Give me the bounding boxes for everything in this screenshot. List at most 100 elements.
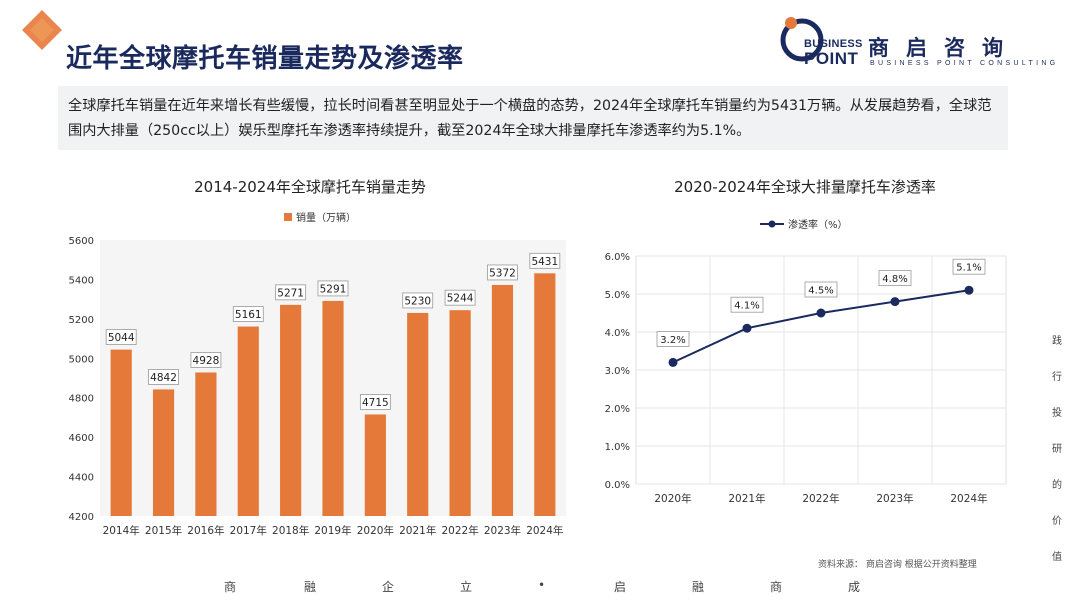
x-tick-label: 2023年 [876, 492, 913, 505]
data-label: 4715 [362, 397, 389, 409]
legend-swatch-icon [284, 212, 292, 221]
x-tick-label: 2018年 [272, 524, 309, 537]
y-tick-label: 4.0% [605, 328, 630, 339]
bar [322, 300, 344, 516]
x-tick-label: 2020年 [654, 492, 691, 505]
x-tick-label: 2021年 [728, 492, 765, 505]
x-tick-label: 2020年 [357, 524, 394, 537]
x-tick-label: 2015年 [145, 524, 182, 537]
data-label-box [730, 296, 764, 313]
logo-text-point: POINT [804, 49, 859, 68]
data-label-box [878, 270, 912, 287]
data-label: 3.2% [660, 335, 685, 346]
data-label-box [952, 258, 986, 275]
data-label: 5230 [404, 295, 431, 307]
side-char: 研 [1052, 444, 1062, 455]
side-char: 值 [1052, 552, 1062, 563]
side-char: 行 [1052, 372, 1062, 383]
side-char: 践 [1052, 336, 1062, 347]
y-tick-label: 3.0% [605, 366, 630, 377]
bar-chart-title: 2014-2024年全球摩托车销量走势 [194, 178, 426, 196]
x-tick-label: 2024年 [950, 492, 987, 505]
logo-mark-icon [780, 17, 824, 62]
y-tick-label: 5000 [69, 354, 94, 365]
data-label: 4.5% [808, 286, 833, 297]
x-tick-label: 2024年 [526, 524, 563, 537]
logo-text-cn: 商启咨询 [868, 36, 1020, 60]
y-tick-label: 5400 [69, 275, 94, 286]
data-label-box [656, 331, 690, 347]
line-legend-label: 渗透率（%） [788, 220, 848, 231]
bar [534, 273, 556, 516]
data-label: 4842 [150, 372, 177, 384]
y-tick-label: 5200 [69, 315, 94, 326]
bar [237, 326, 259, 516]
y-tick-label: 4400 [69, 473, 94, 484]
footer-char: 商 [770, 580, 783, 594]
y-tick-label: 5600 [69, 236, 94, 247]
x-tick-label: 2014年 [103, 524, 140, 537]
side-char: 投 [1052, 408, 1062, 419]
data-label: 5161 [235, 309, 262, 321]
footer-char: 企 [382, 580, 395, 594]
footer-slogan: 商 融 企 立 • 启 融 商 成 [0, 578, 1080, 598]
data-label-box [232, 306, 264, 322]
data-label-box [487, 264, 518, 281]
data-label-box [190, 352, 222, 368]
bar [449, 310, 471, 516]
data-label: 5291 [320, 283, 347, 295]
line-chart-title: 2020-2024年全球大排量摩托车渗透率 [674, 178, 936, 196]
data-label-box [105, 329, 137, 346]
company-logo: BUSINESS POINT 商启咨询 BUSINESS POINT CONSU… [780, 14, 1060, 70]
data-point [742, 323, 752, 333]
y-tick-label: 4200 [69, 512, 94, 523]
bar [152, 389, 175, 516]
source-note: 资料来源： 商启咨询 根据公开资料整理 [818, 560, 977, 570]
data-label-box [529, 252, 561, 269]
x-tick-label: 2021年 [399, 524, 436, 537]
footer-char: 启 [614, 580, 627, 594]
page-title: 近年全球摩托车销量走势及渗透率 [66, 44, 464, 74]
logo-text-business: BUSINESS [804, 38, 863, 50]
y-tick-label: 5.0% [605, 290, 630, 301]
side-char: 价 [1052, 516, 1062, 527]
footer-char: • [538, 578, 546, 592]
data-point [964, 285, 974, 295]
x-tick-label: 2023年 [484, 524, 521, 537]
x-tick-label: 2022年 [802, 492, 839, 505]
data-point [890, 297, 900, 307]
data-label-box [402, 292, 434, 309]
y-tick-label: 4800 [69, 394, 94, 405]
bar [110, 349, 132, 516]
bar [491, 284, 514, 516]
data-label: 5044 [108, 332, 135, 344]
footer-char: 融 [692, 580, 705, 594]
bar [280, 304, 302, 516]
data-point [816, 308, 826, 318]
x-tick-label: 2019年 [314, 524, 351, 537]
line-chart: 0.0% 1.0% 2.0% 3.0% 4.0% 5.0% 6.0% 3.2% 2020年 4.1… [605, 252, 1007, 505]
y-tick-label: 1.0% [605, 442, 630, 453]
bar-chart-legend: 销量（万辆） [284, 209, 356, 224]
data-label: 4.8% [882, 274, 907, 285]
footer-char: 融 [304, 580, 317, 594]
data-label: 4928 [193, 355, 220, 367]
logo-subtitle: BUSINESS POINT CONSULTING [870, 60, 1059, 67]
data-label-box [444, 289, 476, 306]
x-tick-label: 2016年 [187, 524, 224, 537]
x-tick-label: 2017年 [230, 524, 267, 537]
line-chart-legend: 渗透率（%） [760, 216, 848, 231]
y-tick-label: 4600 [69, 433, 94, 444]
data-label: 5271 [277, 287, 304, 299]
footer-char: 成 [848, 580, 861, 594]
data-label: 5431 [531, 256, 558, 268]
data-label-box [359, 394, 391, 410]
bar [407, 312, 429, 516]
data-point [668, 357, 678, 367]
data-label: 5244 [447, 293, 474, 305]
data-label: 4.1% [734, 301, 759, 312]
bar [195, 372, 217, 516]
data-label: 5.1% [956, 263, 981, 274]
corner-decoration [22, 10, 62, 50]
footer-char: 立 [460, 580, 473, 594]
